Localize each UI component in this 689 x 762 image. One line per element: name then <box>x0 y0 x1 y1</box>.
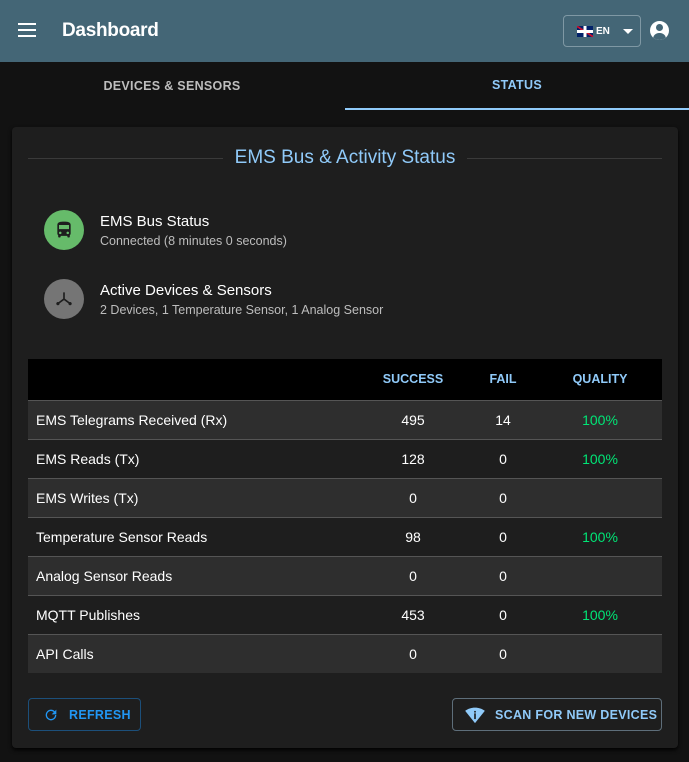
card-title: EMS Bus & Activity Status <box>28 147 663 169</box>
row-label: MQTT Publishes <box>28 594 358 634</box>
chevron-down-icon <box>622 28 633 34</box>
refresh-icon <box>45 709 57 720</box>
active-devices-title: Active Devices & Sensors <box>100 281 272 299</box>
header-label <box>28 359 358 400</box>
account-icon[interactable] <box>650 21 669 40</box>
activity-table: SUCCESS FAIL QUALITY EMS Telegrams Recei… <box>28 359 662 673</box>
scan-label: SCAN FOR NEW DEVICES <box>495 707 658 722</box>
quality-value: 100% <box>538 399 662 439</box>
row-label: EMS Writes (Tx) <box>28 477 358 517</box>
fail-count: 0 <box>468 438 538 478</box>
table-row: Analog Sensor Reads 0 0 <box>28 555 662 595</box>
success-count: 0 <box>358 633 468 673</box>
quality-value <box>538 477 662 517</box>
divider <box>28 157 223 159</box>
scan-devices-button[interactable]: SCAN FOR NEW DEVICES <box>452 698 662 731</box>
bus-status-value: Connected (8 minutes 0 seconds) <box>100 233 287 248</box>
success-count: 0 <box>358 555 468 595</box>
fail-count: 0 <box>468 477 538 517</box>
menu-icon[interactable] <box>18 23 36 37</box>
fail-count: 0 <box>468 633 538 673</box>
bus-status-title: EMS Bus Status <box>100 212 210 230</box>
header-quality: QUALITY <box>538 359 662 400</box>
row-label: Temperature Sensor Reads <box>28 516 358 556</box>
table-row: MQTT Publishes 453 0 100% <box>28 594 662 634</box>
app-bar: Dashboard EN <box>0 0 689 62</box>
language-select[interactable]: EN <box>563 15 641 47</box>
table-row: EMS Telegrams Received (Rx) 495 14 100% <box>28 399 662 439</box>
fail-count: 14 <box>468 399 538 439</box>
table-header: SUCCESS FAIL QUALITY <box>28 359 662 400</box>
header-fail: FAIL <box>468 359 538 400</box>
header-success: SUCCESS <box>358 359 468 400</box>
device-hub-icon <box>44 279 84 319</box>
tab-devices-sensors[interactable]: DEVICES & SENSORS <box>103 79 241 93</box>
row-label: API Calls <box>28 633 358 673</box>
table-row: Temperature Sensor Reads 98 0 100% <box>28 516 662 556</box>
bus-status-item: EMS Bus Status Connected (8 minutes 0 se… <box>44 210 287 250</box>
fail-count: 0 <box>468 594 538 634</box>
divider <box>467 157 663 159</box>
quality-value: 100% <box>538 516 662 556</box>
quality-value <box>538 555 662 595</box>
bus-icon <box>44 210 84 250</box>
quality-value <box>538 633 662 673</box>
fail-count: 0 <box>468 555 538 595</box>
refresh-label: REFRESH <box>69 707 131 722</box>
uk-flag-icon <box>577 25 593 37</box>
row-label: EMS Reads (Tx) <box>28 438 358 478</box>
card-title-text: EMS Bus & Activity Status <box>234 147 456 168</box>
row-label: Analog Sensor Reads <box>28 555 358 595</box>
success-count: 98 <box>358 516 468 556</box>
success-count: 0 <box>358 477 468 517</box>
quality-value: 100% <box>538 594 662 634</box>
table-row: API Calls 0 0 <box>28 633 662 673</box>
status-card: EMS Bus & Activity Status EMS Bus Status… <box>12 127 678 748</box>
success-count: 453 <box>358 594 468 634</box>
language-value: EN <box>596 25 610 37</box>
tabs: DEVICES & SENSORS STATUS <box>0 62 689 110</box>
refresh-button[interactable]: REFRESH <box>28 698 141 731</box>
table-row: EMS Writes (Tx) 0 0 <box>28 477 662 517</box>
success-count: 495 <box>358 399 468 439</box>
active-devices-item: Active Devices & Sensors 2 Devices, 1 Te… <box>44 279 383 319</box>
success-count: 128 <box>358 438 468 478</box>
wifi-info-icon <box>465 707 485 723</box>
fail-count: 0 <box>468 516 538 556</box>
row-label: EMS Telegrams Received (Rx) <box>28 399 358 439</box>
tab-status[interactable]: STATUS <box>345 62 689 110</box>
table-row: EMS Reads (Tx) 128 0 100% <box>28 438 662 478</box>
active-devices-value: 2 Devices, 1 Temperature Sensor, 1 Analo… <box>100 302 384 317</box>
quality-value: 100% <box>538 438 662 478</box>
page-title: Dashboard <box>62 20 159 41</box>
